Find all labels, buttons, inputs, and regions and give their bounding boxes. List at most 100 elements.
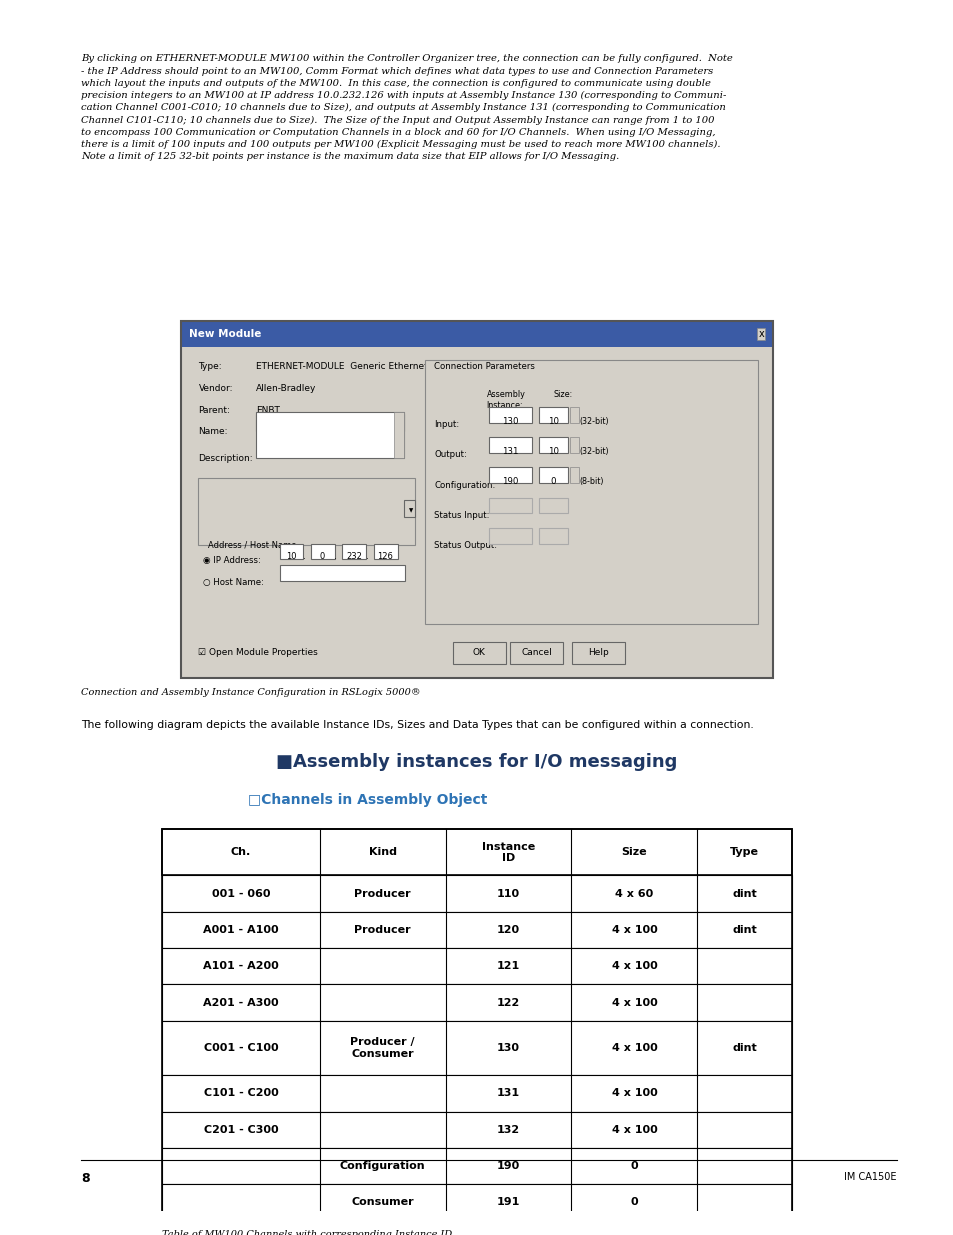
Text: 4 x 100: 4 x 100 — [611, 1042, 657, 1053]
Text: 4 x 100: 4 x 100 — [611, 1088, 657, 1098]
FancyBboxPatch shape — [538, 527, 567, 543]
FancyBboxPatch shape — [162, 1112, 791, 1147]
Text: C201 - C300: C201 - C300 — [203, 1125, 278, 1135]
Text: 190: 190 — [501, 477, 518, 487]
Text: A001 - A100: A001 - A100 — [203, 925, 278, 935]
Text: 191: 191 — [497, 1197, 519, 1208]
Text: ■Assembly instances for I/O messaging: ■Assembly instances for I/O messaging — [276, 753, 677, 771]
Text: 0: 0 — [630, 1197, 638, 1208]
Text: Address / Host Name: Address / Host Name — [208, 540, 296, 550]
FancyBboxPatch shape — [489, 406, 532, 422]
FancyBboxPatch shape — [569, 406, 578, 422]
Text: 232: 232 — [346, 552, 361, 561]
Text: C001 - C100: C001 - C100 — [203, 1042, 278, 1053]
Text: 0: 0 — [630, 1161, 638, 1171]
FancyBboxPatch shape — [538, 467, 567, 483]
Text: 130: 130 — [497, 1042, 519, 1053]
Text: Ch.: Ch. — [231, 847, 251, 857]
Text: (32-bit): (32-bit) — [578, 416, 608, 426]
Text: .: . — [302, 552, 306, 561]
FancyBboxPatch shape — [489, 467, 532, 483]
Text: C101 - C200: C101 - C200 — [203, 1088, 278, 1098]
FancyBboxPatch shape — [569, 437, 578, 453]
Text: 4 x 100: 4 x 100 — [611, 961, 657, 971]
FancyBboxPatch shape — [279, 543, 303, 559]
Text: Connection Parameters: Connection Parameters — [434, 362, 535, 370]
Text: Output:: Output: — [434, 451, 466, 459]
Text: The following diagram depicts the available Instance IDs, Sizes and Data Types t: The following diagram depicts the availa… — [81, 720, 753, 730]
Text: Allen-Bradley: Allen-Bradley — [255, 384, 315, 393]
Text: (8-bit): (8-bit) — [578, 477, 603, 487]
Text: (32-bit): (32-bit) — [578, 447, 608, 456]
FancyBboxPatch shape — [342, 543, 366, 559]
Text: Description:: Description: — [198, 454, 253, 463]
Text: By clicking on ETHERNET-MODULE MW100 within the Controller Organizer tree, the c: By clicking on ETHERNET-MODULE MW100 wit… — [81, 54, 732, 162]
Text: Name:: Name: — [198, 427, 228, 436]
Text: 4 x 100: 4 x 100 — [611, 1125, 657, 1135]
FancyBboxPatch shape — [510, 642, 562, 663]
Text: Kind: Kind — [368, 847, 396, 857]
Text: Comm Format:: Comm Format: — [198, 515, 265, 524]
FancyBboxPatch shape — [162, 1184, 791, 1220]
Text: 130: 130 — [501, 416, 518, 426]
Text: OK: OK — [473, 648, 485, 657]
Text: ○ Host Name:: ○ Host Name: — [203, 578, 264, 587]
FancyBboxPatch shape — [255, 411, 403, 458]
Text: x: x — [758, 330, 763, 340]
FancyBboxPatch shape — [311, 543, 335, 559]
FancyBboxPatch shape — [424, 359, 758, 624]
Text: .: . — [334, 552, 337, 561]
Text: Instance
ID: Instance ID — [481, 841, 535, 863]
Text: dint: dint — [732, 1042, 756, 1053]
FancyBboxPatch shape — [572, 642, 624, 663]
FancyBboxPatch shape — [181, 321, 772, 347]
Text: Consumer: Consumer — [351, 1197, 414, 1208]
Text: 0: 0 — [319, 552, 325, 561]
FancyBboxPatch shape — [162, 1076, 791, 1112]
Text: Status Input:: Status Input: — [434, 511, 489, 520]
Text: ☑ Open Module Properties: ☑ Open Module Properties — [198, 648, 318, 657]
Text: A101 - A200: A101 - A200 — [203, 961, 278, 971]
Text: ENBT: ENBT — [255, 405, 279, 415]
FancyBboxPatch shape — [569, 467, 578, 483]
FancyBboxPatch shape — [403, 500, 415, 517]
FancyBboxPatch shape — [198, 478, 415, 545]
Text: 10: 10 — [547, 416, 558, 426]
Text: ▼: ▼ — [409, 509, 413, 514]
Text: 110: 110 — [497, 888, 519, 899]
FancyBboxPatch shape — [489, 498, 532, 514]
Text: Connection and Assembly Instance Configuration in RSLogix 5000®: Connection and Assembly Instance Configu… — [81, 688, 420, 697]
Text: Cancel: Cancel — [520, 648, 552, 657]
FancyBboxPatch shape — [538, 406, 567, 422]
Text: 4 x 100: 4 x 100 — [611, 998, 657, 1008]
FancyBboxPatch shape — [538, 437, 567, 453]
FancyBboxPatch shape — [255, 414, 403, 431]
Text: Table of MW100 Channels with corresponding Instance ID: Table of MW100 Channels with correspondi… — [162, 1230, 452, 1235]
Text: 4 x 100: 4 x 100 — [611, 925, 657, 935]
Text: Producer: Producer — [354, 925, 411, 935]
Text: □Channels in Assembly Object: □Channels in Assembly Object — [248, 793, 487, 806]
Text: Producer: Producer — [354, 888, 411, 899]
Text: 122: 122 — [497, 998, 519, 1008]
Text: .: . — [365, 552, 369, 561]
Text: ETHERNET-MODULE  Generic Ethernet Module: ETHERNET-MODULE Generic Ethernet Module — [255, 362, 463, 370]
FancyBboxPatch shape — [162, 1147, 791, 1184]
Text: Help: Help — [588, 648, 608, 657]
FancyBboxPatch shape — [279, 566, 405, 582]
Text: 132: 132 — [497, 1125, 519, 1135]
FancyBboxPatch shape — [162, 830, 791, 876]
FancyBboxPatch shape — [489, 527, 532, 543]
Text: 4 x 60: 4 x 60 — [615, 888, 653, 899]
Text: 10: 10 — [547, 447, 558, 456]
Text: Status Output:: Status Output: — [434, 541, 497, 551]
Text: Size: Size — [621, 847, 646, 857]
FancyBboxPatch shape — [394, 411, 403, 458]
Text: 190: 190 — [497, 1161, 519, 1171]
Text: New Module: New Module — [189, 330, 261, 340]
FancyBboxPatch shape — [162, 876, 791, 911]
Text: 131: 131 — [497, 1088, 519, 1098]
Text: 126: 126 — [377, 552, 393, 561]
Text: Size:: Size: — [553, 390, 572, 399]
FancyBboxPatch shape — [538, 498, 567, 514]
FancyBboxPatch shape — [162, 1020, 791, 1076]
